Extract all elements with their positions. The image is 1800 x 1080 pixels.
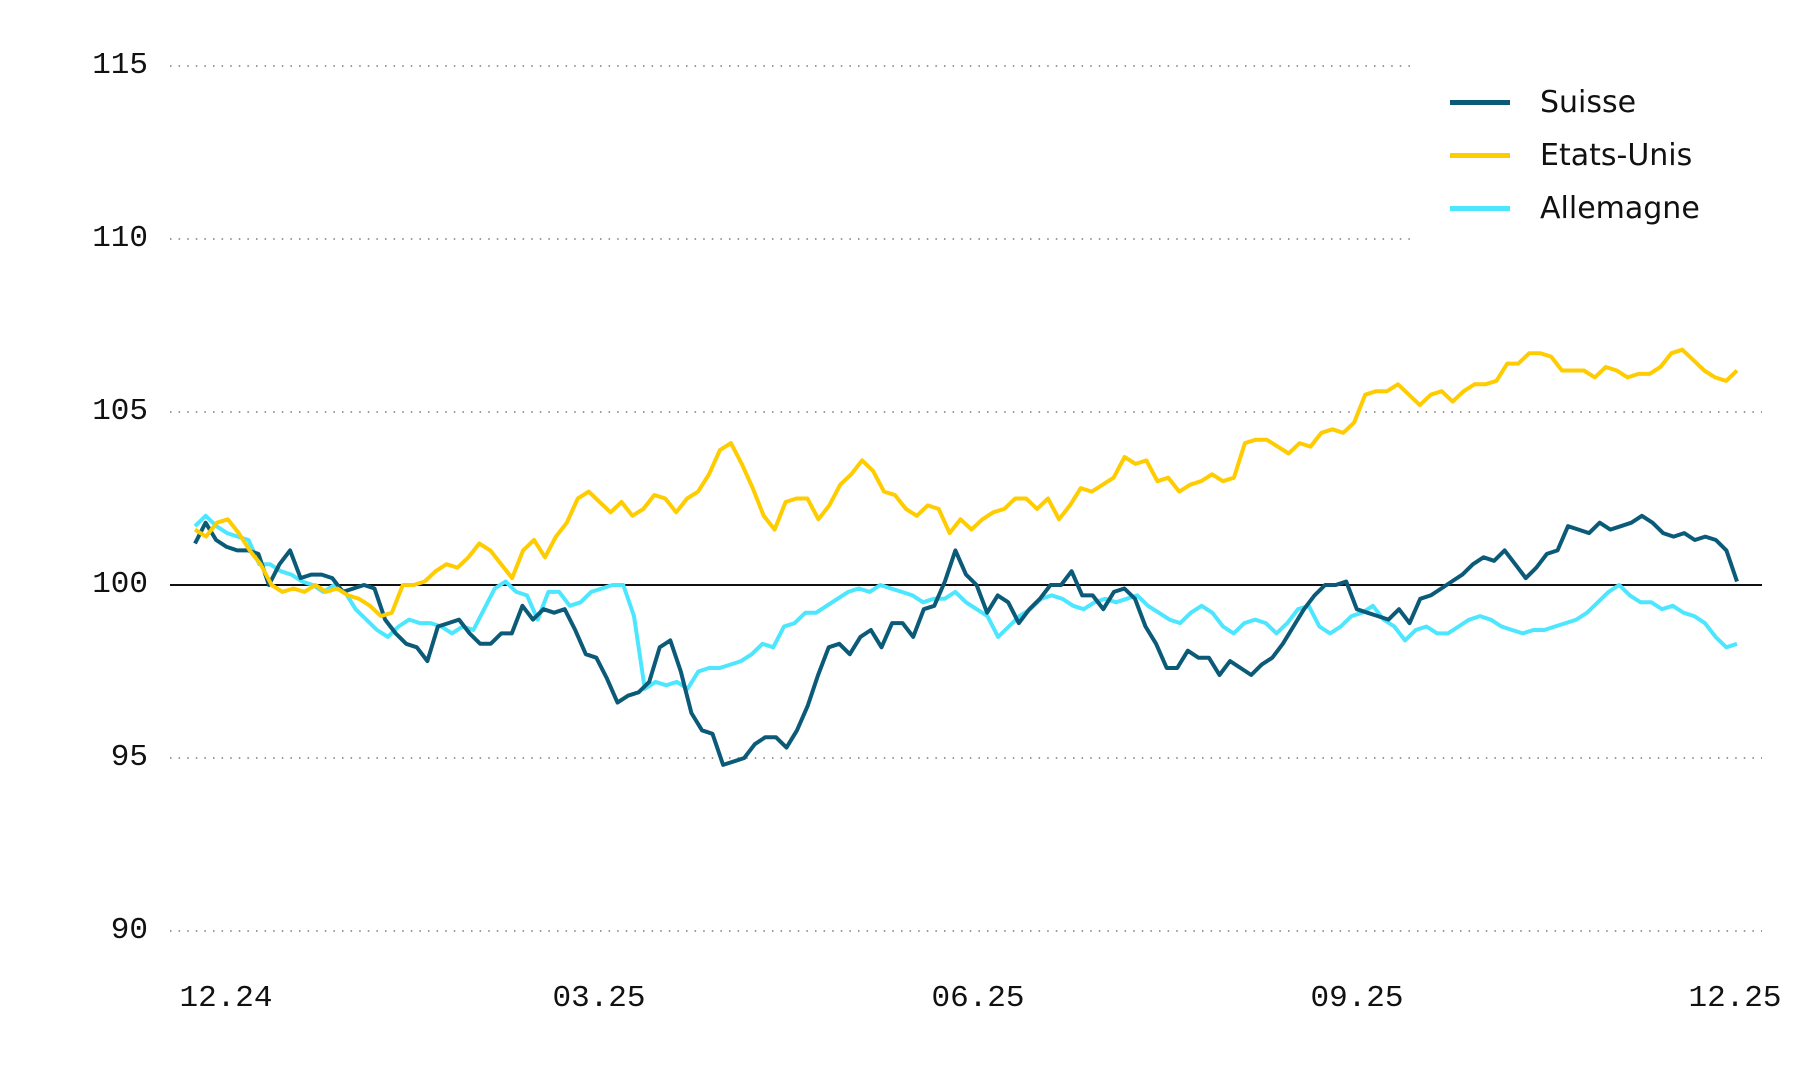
y-tick-90: 90	[111, 913, 148, 948]
legend-label-etats-unis: Etats-Unis	[1540, 138, 1693, 173]
y-tick-115: 115	[92, 48, 148, 83]
x-tick-09-25: 09.25	[1310, 981, 1403, 1016]
y-axis-labels: 115 110 105 100 95 90	[92, 48, 148, 948]
legend-swatch-allemagne	[1450, 206, 1510, 211]
legend-label-allemagne: Allemagne	[1540, 191, 1700, 226]
y-tick-95: 95	[111, 740, 148, 775]
gridlines	[170, 65, 1762, 932]
legend-item-suisse: Suisse	[1450, 76, 1700, 129]
legend-item-allemagne: Allemagne	[1450, 182, 1700, 235]
legend: Suisse Etats-Unis Allemagne	[1450, 76, 1700, 235]
series-line-allemagne	[193, 513, 1738, 691]
x-tick-12-25: 12.25	[1688, 981, 1781, 1016]
x-axis-labels: 12.24 03.25 06.25 09.25 12.25	[179, 981, 1781, 1016]
series-lines	[193, 347, 1739, 767]
series-line-suisse	[193, 513, 1739, 767]
x-tick-06-25: 06.25	[931, 981, 1024, 1016]
legend-swatch-etats-unis	[1450, 153, 1510, 158]
y-tick-110: 110	[92, 221, 148, 256]
legend-swatch-suisse	[1450, 100, 1510, 105]
y-tick-100: 100	[92, 567, 148, 602]
x-tick-03-25: 03.25	[552, 981, 645, 1016]
x-tick-12-24: 12.24	[179, 981, 272, 1016]
y-tick-105: 105	[92, 394, 148, 429]
legend-label-suisse: Suisse	[1540, 85, 1637, 120]
legend-item-etats-unis: Etats-Unis	[1450, 129, 1700, 182]
series-line-etats-unis	[193, 347, 1739, 619]
